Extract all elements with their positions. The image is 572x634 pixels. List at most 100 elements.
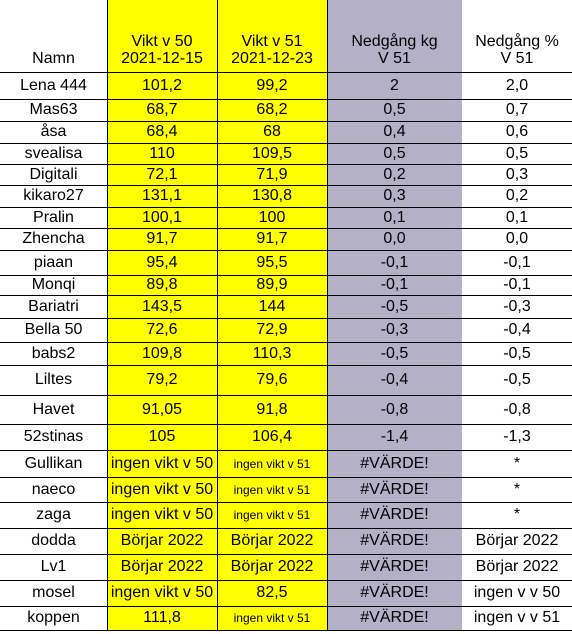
grid-row-line xyxy=(0,228,572,229)
cell-name: Lena 444 xyxy=(20,76,87,94)
cell-name: Pralin xyxy=(33,208,74,226)
cell-pct: ingen v v 50 xyxy=(473,584,561,601)
cell-w50: Börjar 2022 xyxy=(120,532,204,549)
header-loss-pct-week: V 51 xyxy=(500,50,534,67)
cell-w51: Börjar 2022 xyxy=(230,558,314,575)
grid-row-line xyxy=(0,630,572,631)
cell-name: Bella 50 xyxy=(24,321,83,338)
header-name: Namn xyxy=(32,50,75,67)
cell-name: dodda xyxy=(31,532,76,549)
grid-row-line xyxy=(0,554,572,555)
cell-kg: -0,5 xyxy=(380,297,409,315)
header-loss-pct: Nedgång % V 51 xyxy=(462,33,572,67)
cell-w50: 109,8 xyxy=(141,344,183,362)
cell-name: Havet xyxy=(32,400,75,418)
cell-name: mosel xyxy=(32,584,75,601)
cell-pct: -0,4 xyxy=(503,321,531,338)
grid-row-line xyxy=(0,275,572,276)
cell-pct: * xyxy=(513,454,521,472)
grid-row-line xyxy=(0,121,572,122)
cell-w51: 109,5 xyxy=(251,144,293,162)
cell-kg: -0,3 xyxy=(380,321,409,338)
header-loss-kg-week: V 51 xyxy=(378,50,411,67)
cell-w51: 79,6 xyxy=(256,371,288,388)
cell-w51: ingen vikt v 51 xyxy=(233,482,311,497)
header-week51-date: 2021-12-23 xyxy=(231,50,313,67)
cell-pct: 0,3 xyxy=(505,165,529,183)
cell-w51: 91,8 xyxy=(256,400,288,418)
cell-pct: -0,3 xyxy=(503,297,531,315)
cell-kg: -0,1 xyxy=(380,253,409,271)
cell-pct: 0,2 xyxy=(505,187,529,204)
cell-name: kikaro27 xyxy=(23,187,84,204)
cell-kg: -1,4 xyxy=(380,428,409,445)
cell-w50: 100,1 xyxy=(141,208,183,226)
cell-w51: 68 xyxy=(263,123,281,140)
grid-row-line xyxy=(0,606,572,607)
cell-w50: Börjar 2022 xyxy=(120,558,204,575)
cell-w51: 91,7 xyxy=(256,230,288,247)
cell-w51: 100 xyxy=(258,208,286,226)
grid-row-line xyxy=(0,295,572,296)
cell-kg: -0,1 xyxy=(380,276,409,293)
header-week50: Vikt v 50 2021-12-15 xyxy=(107,33,217,67)
cell-name: Liltes xyxy=(34,371,73,388)
cell-w51: 144 xyxy=(258,297,286,315)
cell-w51: 71,9 xyxy=(256,165,288,183)
kg-column-fill xyxy=(327,0,462,630)
header-loss-kg: Nedgång kg V 51 xyxy=(327,33,462,67)
cell-name: Lv1 xyxy=(40,558,67,575)
cell-kg: 0,3 xyxy=(383,187,406,204)
cell-w50: 72,1 xyxy=(146,165,178,183)
cell-kg: #VÄRDE! xyxy=(360,506,429,523)
cell-kg: -0,4 xyxy=(380,371,409,388)
grid-row-line xyxy=(0,250,572,251)
grid-row-line xyxy=(0,528,572,529)
cell-pct: -0,1 xyxy=(503,276,531,293)
cell-name: Gullikan xyxy=(24,454,83,472)
cell-kg: 0,4 xyxy=(383,123,406,140)
cell-name: Mas63 xyxy=(29,101,78,118)
cell-w50: 91,7 xyxy=(146,230,178,247)
header-week51-title: Vikt v 51 xyxy=(241,33,303,50)
cell-name: svealisa xyxy=(24,144,83,162)
cell-kg: -0,5 xyxy=(380,344,409,362)
cell-name: Digitali xyxy=(29,165,78,183)
cell-w51: ingen vikt v 51 xyxy=(233,611,311,625)
cell-pct: ingen v v 51 xyxy=(473,609,561,626)
grid-row-line xyxy=(0,207,572,208)
grid-column-line xyxy=(107,0,108,630)
cell-kg: 0,1 xyxy=(383,208,406,226)
cell-w50: 143,5 xyxy=(141,297,183,315)
cell-w51: 99,2 xyxy=(256,76,288,94)
cell-pct: 0,6 xyxy=(505,123,529,140)
cell-w51: 130,8 xyxy=(251,187,293,204)
cell-w50: ingen vikt v 50 xyxy=(110,506,214,523)
grid-column-line xyxy=(217,0,218,630)
cell-name: 52stinas xyxy=(23,428,84,445)
cell-w51: 68,2 xyxy=(256,101,288,118)
cell-w50: 79,2 xyxy=(146,371,178,388)
grid-row-line xyxy=(0,365,572,366)
grid-row-line xyxy=(0,164,572,165)
cell-name: Zhencha xyxy=(22,230,85,247)
cell-w50: 89,8 xyxy=(146,276,178,293)
cell-w50: 68,4 xyxy=(146,123,178,140)
cell-pct: -0,5 xyxy=(503,371,531,388)
cell-pct: 0,5 xyxy=(505,144,529,162)
cell-w51: ingen vikt v 51 xyxy=(233,456,311,471)
cell-w51: 95,5 xyxy=(256,253,288,271)
grid-row-line xyxy=(0,450,572,451)
week50-column-fill xyxy=(107,0,217,630)
cell-pct: 0,7 xyxy=(505,101,529,118)
grid-row-line xyxy=(0,99,572,100)
cell-w51: 72,9 xyxy=(256,321,288,338)
cell-pct: -1,3 xyxy=(503,428,531,445)
cell-name: koppen xyxy=(27,609,80,626)
grid-column-line xyxy=(327,0,328,630)
cell-w50: 105 xyxy=(148,428,176,445)
header-week50-date: 2021-12-15 xyxy=(121,50,203,67)
cell-name: babs2 xyxy=(31,344,76,362)
cell-w51: Börjar 2022 xyxy=(230,532,314,549)
